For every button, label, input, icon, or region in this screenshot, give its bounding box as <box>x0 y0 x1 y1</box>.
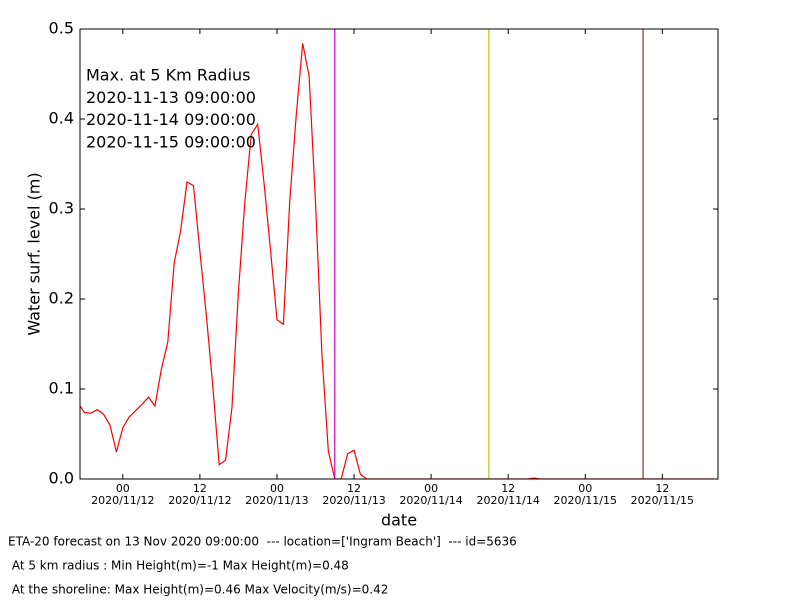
x-tick-date: 2020/11/12 <box>168 494 231 507</box>
x-axis-label: date <box>381 511 417 530</box>
data-line <box>80 43 714 479</box>
x-tick-label: 00 <box>270 482 284 495</box>
x-tick-label: 12 <box>347 482 361 495</box>
legend-entry: 2020-11-14 09:00:00 <box>86 110 256 129</box>
footer-line: ETA-20 forecast on 13 Nov 2020 09:00:00 … <box>8 535 517 549</box>
y-tick-label: 0.3 <box>49 199 74 218</box>
y-tick-label: 0.2 <box>49 289 74 308</box>
legend-entry: 2020-11-15 09:00:00 <box>86 132 256 151</box>
x-tick-date: 2020/11/14 <box>476 494 539 507</box>
y-tick-label: 0.4 <box>49 109 74 128</box>
x-tick-label: 00 <box>578 482 592 495</box>
footer-line: At 5 km radius : Min Height(m)=-1 Max He… <box>8 559 349 573</box>
legend-entry: Max. at 5 Km Radius <box>86 66 251 85</box>
x-tick-label: 00 <box>116 482 130 495</box>
y-tick-label: 0.0 <box>49 469 74 488</box>
x-tick-label: 12 <box>193 482 207 495</box>
y-tick-label: 0.5 <box>49 19 74 38</box>
x-tick-label: 12 <box>501 482 515 495</box>
x-tick-label: 00 <box>424 482 438 495</box>
footer-line: At the shoreline: Max Height(m)=0.46 Max… <box>8 583 388 597</box>
x-tick-label: 12 <box>655 482 669 495</box>
x-tick-date: 2020/11/14 <box>399 494 462 507</box>
x-tick-date: 2020/11/13 <box>322 494 385 507</box>
y-tick-label: 0.1 <box>49 379 74 398</box>
x-tick-date: 2020/11/12 <box>91 494 154 507</box>
y-axis-label: Water surf. level (m) <box>25 172 44 335</box>
axes-frame <box>79 28 719 480</box>
x-tick-date: 2020/11/15 <box>631 494 694 507</box>
x-tick-date: 2020/11/15 <box>554 494 617 507</box>
x-tick-date: 2020/11/13 <box>245 494 308 507</box>
legend-entry: 2020-11-13 09:00:00 <box>86 88 256 107</box>
